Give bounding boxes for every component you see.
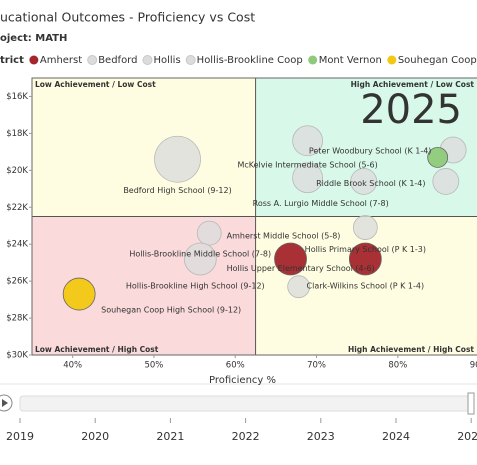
x-tick-label: 70%: [307, 361, 326, 371]
legend-label: Mont Vernon: [319, 55, 382, 66]
data-label: Hollis-Brookline Middle School (7-8): [129, 250, 271, 259]
subject: oject: MATH: [0, 33, 67, 44]
report-title: ucational Outcomes - Proficiency vs Cost: [0, 10, 255, 25]
y-tick-label: $24K: [6, 240, 28, 250]
x-tick-label: 90%: [470, 361, 477, 371]
data-label: Clark-Wilkins School (P K 1-4): [307, 281, 425, 290]
legend-swatch: [185, 55, 196, 65]
bubble: [348, 242, 382, 276]
data-label: Bedford High School (9-12): [123, 186, 231, 195]
x-tick-label: 40%: [63, 361, 82, 371]
y-tick-label: $30K: [6, 351, 28, 361]
x-tick-label: 60%: [226, 361, 245, 371]
legend-label: Souhegan Coop: [398, 55, 477, 66]
x-tick-label: 50%: [144, 361, 163, 371]
bubble: [427, 147, 449, 168]
y-tick-label: $28K: [6, 314, 28, 324]
legend-swatch: [308, 55, 318, 65]
data-label: Ross A. Lurgio Middle School (7-8): [253, 199, 389, 208]
y-tick-label: $18K: [6, 129, 28, 139]
quadrant-label: Low Achievement / Low Cost: [35, 80, 156, 89]
timeline-year: 2023: [307, 430, 335, 443]
bubble: [62, 277, 96, 311]
bubble: [183, 242, 217, 276]
timeline-year: 2019: [6, 430, 34, 443]
bubble: [352, 215, 378, 240]
timeline-year: 2025: [457, 430, 477, 443]
data-label: Hollis Upper Elementary School (4-6): [227, 264, 375, 273]
timeline-year: 2021: [156, 430, 184, 443]
legend-swatch: [87, 55, 98, 65]
timeline-track[interactable]: [19, 395, 473, 412]
legend-label: Hollis: [153, 55, 180, 66]
data-label: Souhegan Coop High School (9-12): [101, 306, 241, 315]
timeline-year: 2024: [382, 430, 410, 443]
legend-label: Bedford: [98, 55, 137, 66]
y-tick-label: $22K: [6, 203, 28, 213]
data-label: Hollis Primary School (P K 1-3): [305, 245, 426, 254]
legend-title: trict: [0, 55, 24, 66]
bubble: [432, 168, 460, 195]
year-watermark: 2025: [360, 87, 462, 133]
x-tick-label: 80%: [388, 361, 407, 371]
y-tick-label: $26K: [6, 277, 28, 287]
timeline-year: 2022: [232, 430, 260, 443]
x-axis-title: Proficiency %: [209, 375, 276, 386]
y-tick-label: $16K: [6, 92, 28, 102]
plot-frame: [31, 77, 477, 356]
data-label: McKelvie Intermediate School (5-6): [237, 160, 377, 169]
legend-label: Hollis-Brookline Coop: [197, 55, 303, 66]
y-tick-label: $20K: [6, 166, 28, 176]
bubble: [292, 162, 324, 194]
data-label: Amherst Middle School (5-8): [227, 231, 341, 240]
timeline-handle[interactable]: [467, 392, 475, 415]
play-icon: [2, 399, 8, 407]
legend-swatch: [387, 55, 397, 65]
quadrant-label: High Achievement / High Cost: [348, 345, 474, 354]
legend-swatch: [142, 55, 153, 65]
bubble: [196, 220, 222, 246]
legend-swatch: [29, 55, 39, 65]
legend-label: Amherst: [40, 55, 82, 66]
data-label: Hollis-Brookline High School (9-12): [126, 281, 265, 290]
bubble: [350, 168, 378, 195]
bubble: [154, 135, 201, 183]
bubble: [274, 242, 307, 276]
data-label: Peter Woodbury School (K 1-4): [309, 147, 432, 156]
bubble: [287, 275, 311, 299]
data-label: Riddle Brook School (K 1-4): [316, 179, 425, 188]
quadrant-label: High Achievement / Low Cost: [351, 80, 475, 89]
quadrant-label: Low Achievement / High Cost: [35, 345, 159, 354]
quadrant-top-left: [32, 78, 256, 217]
bubble: [292, 125, 324, 157]
timeline-year: 2020: [81, 430, 109, 443]
